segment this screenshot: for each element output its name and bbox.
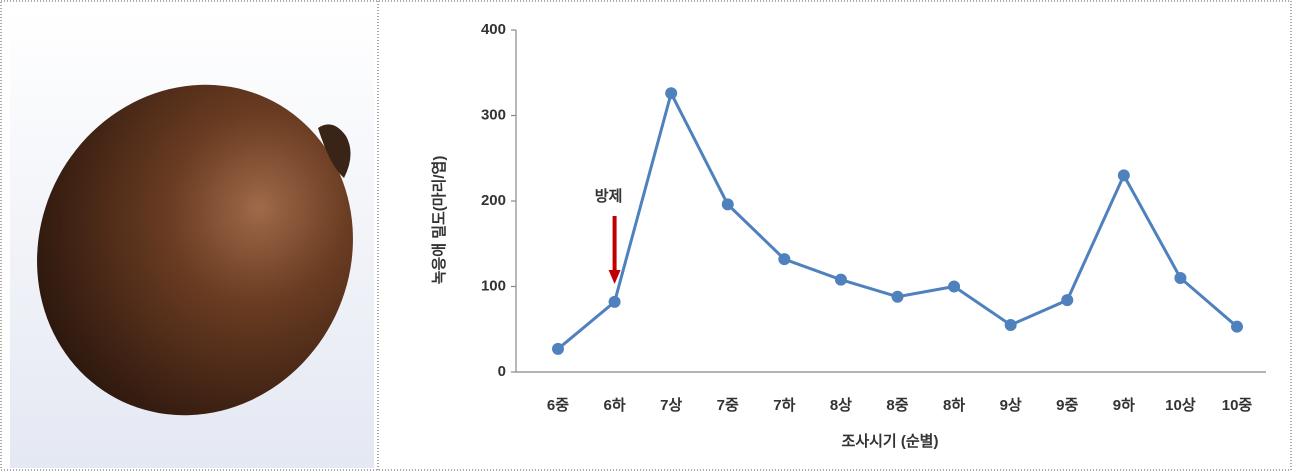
x-tick-label: 9중 [1056, 397, 1078, 414]
x-tick-label: 10상 [1165, 397, 1196, 414]
y-axis-label: 녹응애 밀도(마리/엽) [430, 156, 448, 285]
x-tick-label: 7하 [773, 397, 795, 414]
x-tick-label: 9상 [1000, 397, 1022, 414]
point [721, 198, 734, 211]
y-tick-label: 0 [498, 363, 506, 380]
point [891, 290, 904, 303]
x-tick-label: 7중 [717, 397, 739, 414]
point [778, 253, 791, 266]
point [1061, 294, 1074, 307]
x-tick-label: 8상 [830, 397, 852, 414]
annotation-label: 방제 [595, 187, 623, 205]
x-tick-label: 8하 [943, 397, 965, 414]
y-tick-label: 300 [481, 106, 506, 123]
annotation-arrowhead [608, 270, 621, 284]
x-tick-label: 7상 [660, 397, 682, 414]
point [608, 295, 621, 308]
point [1004, 318, 1017, 331]
x-tick-label: 6하 [604, 397, 626, 414]
y-tick-label: 400 [481, 21, 506, 38]
point [1117, 169, 1130, 182]
x-tick-label: 9하 [1113, 397, 1135, 414]
y-tick-label: 200 [481, 192, 506, 209]
point [552, 342, 564, 355]
kiwi-stem [318, 124, 351, 178]
x-tick-label: 8중 [886, 397, 908, 414]
y-tick-label: 100 [481, 277, 506, 294]
line [557, 89, 1238, 351]
point [1174, 271, 1187, 284]
point [665, 87, 678, 100]
x-tick-label: 10중 [1222, 397, 1253, 414]
kiwi-photo [37, 84, 353, 416]
x-tick-label: 6중 [547, 397, 569, 414]
point [948, 280, 961, 293]
point [1231, 320, 1243, 333]
x-axis-label: 조사시기 (순별) [842, 432, 939, 450]
point [834, 273, 847, 286]
